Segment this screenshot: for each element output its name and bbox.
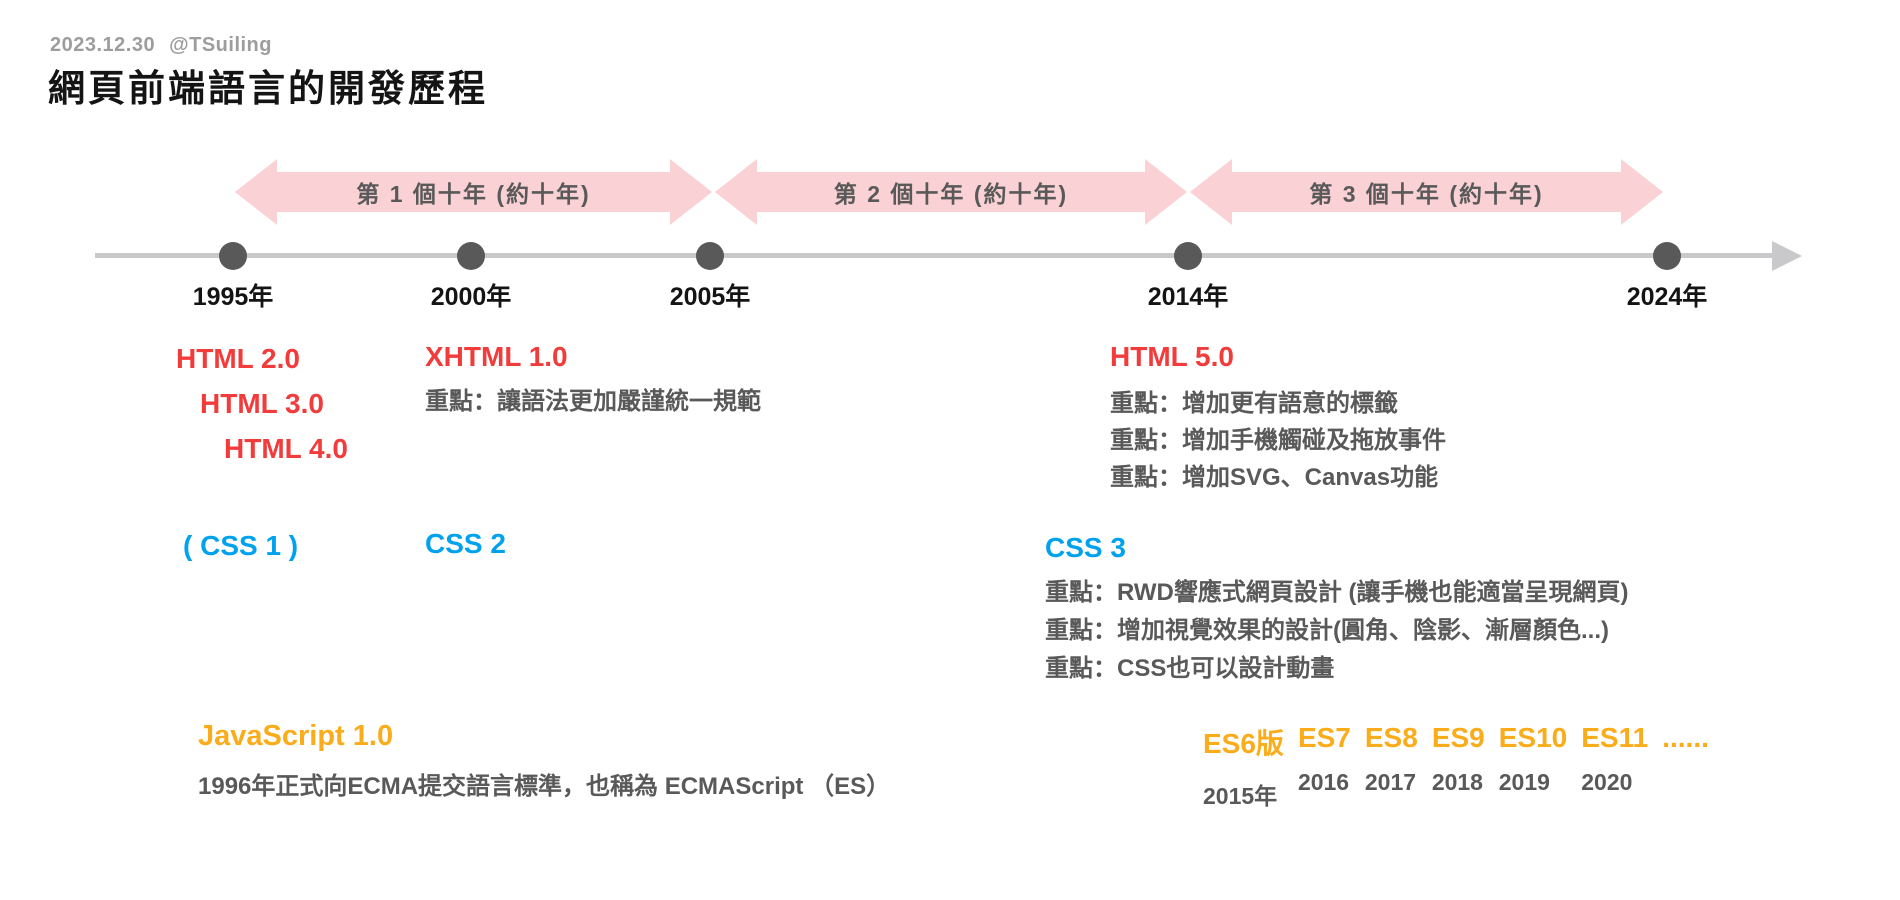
es6-year: 2015年 <box>1203 783 1278 809</box>
decade-arrow-1-label: 第 1 個十年 (約十年) <box>356 181 591 207</box>
es9-year: 2018 <box>1431 769 1483 795</box>
html5-note-1: 重點：增加更有語意的標籤 <box>1110 390 1398 417</box>
es10-label: ES10 <box>1498 722 1568 753</box>
year-label-1995: 1995年 <box>192 283 274 311</box>
es7-year: 2016 <box>1297 769 1350 795</box>
author-handle: @TSuiling <box>169 34 272 56</box>
decade-arrow-1: 第 1 個十年 (約十年) <box>235 159 712 225</box>
ecmascript-row: ES6版 2015年 ES7 2016 ES8 2017 ES9 2018 ES… <box>1203 722 1709 811</box>
es8-year: 2017 <box>1364 769 1417 795</box>
date-credit: 2023.12.30 @TSuiling <box>50 34 272 57</box>
decade-arrow-2-label: 第 2 個十年 (約十年) <box>833 181 1069 207</box>
milestone-dot-2014 <box>1174 242 1202 270</box>
css1-label: ( CSS 1 ) <box>183 530 299 561</box>
es-cell-es7: ES7 2016 <box>1298 722 1351 811</box>
decade-arrow-3-body: 第 3 個十年 (約十年) <box>1232 172 1621 212</box>
decade-arrow-2: 第 2 個十年 (約十年) <box>715 159 1187 225</box>
css2-label: CSS 2 <box>425 528 506 559</box>
year-label-2024: 2024年 <box>1626 283 1708 311</box>
timeline-axis <box>95 253 1773 258</box>
xhtml-note: 重點：讓語法更加嚴謹統一規範 <box>425 388 761 415</box>
arrow-left-head-icon <box>235 159 277 225</box>
milestone-dot-2005 <box>696 242 724 270</box>
year-label-2000: 2000年 <box>430 283 512 311</box>
es6-label: ES6版 <box>1203 728 1284 759</box>
html2-label: HTML 2.0 <box>176 343 300 374</box>
decade-arrow-3-label: 第 3 個十年 (約十年) <box>1309 181 1544 207</box>
es-cell-es11: ES11 2020 <box>1581 722 1648 811</box>
es8-label: ES8 <box>1364 722 1418 753</box>
es-cell-es8: ES8 2017 <box>1365 722 1418 811</box>
milestone-dot-2000 <box>457 242 485 270</box>
date-text: 2023.12.30 <box>50 34 156 56</box>
html5-title: HTML 5.0 <box>1110 341 1234 372</box>
javascript-note: 1996年正式向ECMA提交語言標準，也稱為 ECMAScript （ES） <box>198 773 891 800</box>
es-cell-es6: ES6版 2015年 <box>1203 722 1284 811</box>
es11-label: ES11 <box>1581 722 1649 753</box>
year-label-2014: 2014年 <box>1147 283 1229 311</box>
arrow-right-head-icon <box>1621 159 1663 225</box>
decade-arrow-2-body: 第 2 個十年 (約十年) <box>757 172 1145 212</box>
html3-label: HTML 3.0 <box>200 388 324 419</box>
decade-arrow-3: 第 3 個十年 (約十年) <box>1190 159 1663 225</box>
css3-note-1: 重點：RWD響應式網頁設計 (讓手機也能適當呈現網頁) <box>1045 579 1629 606</box>
css3-title: CSS 3 <box>1045 532 1126 563</box>
html5-note-2: 重點：增加手機觸碰及拖放事件 <box>1110 427 1446 454</box>
page-title: 網頁前端語言的開發歷程 <box>48 68 488 109</box>
es11-year: 2020 <box>1581 769 1633 795</box>
arrow-right-head-icon <box>1145 159 1187 225</box>
es-more-label: ...... <box>1662 722 1709 753</box>
milestone-dot-2024 <box>1653 242 1681 270</box>
html4-label: HTML 4.0 <box>224 433 348 464</box>
es-cell-more: ...... <box>1662 722 1709 811</box>
es9-label: ES9 <box>1431 722 1485 753</box>
css3-note-2: 重點：增加視覺效果的設計(圓角、陰影、漸層顏色...) <box>1045 617 1609 644</box>
decade-arrow-1-body: 第 1 個十年 (約十年) <box>277 172 670 212</box>
javascript-title: JavaScript 1.0 <box>198 720 394 752</box>
html5-note-3: 重點：增加SVG、Canvas功能 <box>1110 464 1439 491</box>
es7-label: ES7 <box>1297 722 1351 753</box>
milestone-dot-1995 <box>219 242 247 270</box>
es10-year: 2019 <box>1498 769 1550 795</box>
arrow-right-head-icon <box>670 159 712 225</box>
es-cell-es9: ES9 2018 <box>1432 722 1485 811</box>
timeline-arrowhead-icon <box>1772 241 1802 271</box>
arrow-left-head-icon <box>1190 159 1232 225</box>
arrow-left-head-icon <box>715 159 757 225</box>
xhtml-title: XHTML 1.0 <box>425 341 568 372</box>
year-label-2005: 2005年 <box>669 283 751 311</box>
css3-note-3: 重點：CSS也可以設計動畫 <box>1045 655 1335 682</box>
es-cell-es10: ES10 2019 <box>1499 722 1568 811</box>
